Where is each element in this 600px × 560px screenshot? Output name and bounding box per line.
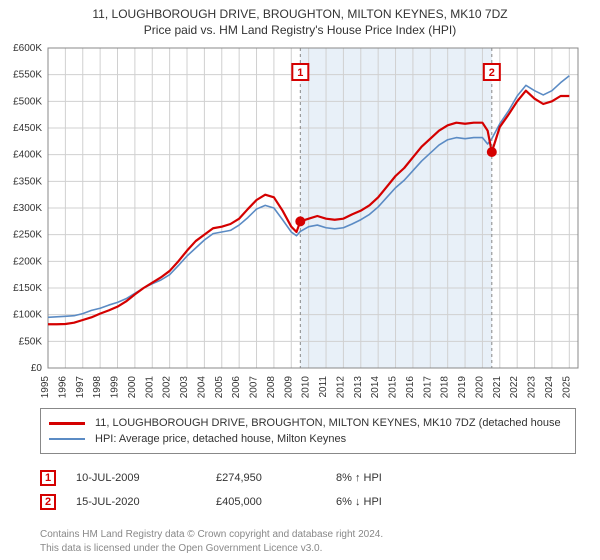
svg-text:£0: £0 (31, 363, 43, 374)
legend-row: HPI: Average price, detached house, Milt… (49, 431, 567, 447)
svg-text:2024: 2024 (544, 376, 555, 398)
chart-title: 11, LOUGHBOROUGH DRIVE, BROUGHTON, MILTO… (0, 0, 600, 38)
svg-text:£200K: £200K (13, 257, 42, 268)
svg-text:2002: 2002 (162, 376, 173, 398)
svg-text:2015: 2015 (388, 376, 399, 398)
svg-text:£600K: £600K (13, 43, 42, 54)
svg-text:£500K: £500K (13, 97, 42, 108)
svg-text:£450K: £450K (13, 123, 42, 134)
legend-row: 11, LOUGHBOROUGH DRIVE, BROUGHTON, MILTO… (49, 415, 567, 431)
svg-text:2003: 2003 (179, 376, 190, 398)
svg-text:2021: 2021 (492, 376, 503, 398)
sale-price: £405,000 (216, 496, 316, 508)
sale-row: 2 15-JUL-2020 £405,000 6% ↓ HPI (40, 490, 576, 514)
footer-line2: This data is licensed under the Open Gov… (40, 542, 576, 556)
svg-text:2: 2 (489, 67, 495, 79)
svg-text:2007: 2007 (249, 376, 260, 398)
line-chart-svg: £0 £50K £100K £150K £200K £250K £300K £350K £400… (0, 38, 600, 398)
svg-text:2018: 2018 (440, 376, 451, 398)
svg-text:2004: 2004 (196, 376, 207, 398)
svg-text:£50K: £50K (19, 337, 43, 348)
sale-marker: 2 (40, 494, 56, 510)
svg-text:2020: 2020 (474, 376, 485, 398)
svg-text:1: 1 (297, 67, 303, 79)
svg-text:2016: 2016 (405, 376, 416, 398)
svg-text:2013: 2013 (353, 376, 364, 398)
title-line2: Price paid vs. HM Land Registry's House … (0, 22, 600, 38)
legend-label: 11, LOUGHBOROUGH DRIVE, BROUGHTON, MILTO… (95, 417, 561, 429)
sale-delta: 6% ↓ HPI (336, 496, 382, 508)
svg-text:£350K: £350K (13, 177, 42, 188)
title-line1: 11, LOUGHBOROUGH DRIVE, BROUGHTON, MILTO… (0, 6, 600, 22)
legend-swatch (49, 438, 85, 440)
legend-label: HPI: Average price, detached house, Milt… (95, 433, 346, 445)
svg-text:2008: 2008 (266, 376, 277, 398)
svg-text:1995: 1995 (40, 376, 51, 398)
svg-text:2011: 2011 (318, 376, 329, 398)
svg-text:£300K: £300K (13, 203, 42, 214)
svg-text:2010: 2010 (301, 376, 312, 398)
svg-text:2014: 2014 (370, 376, 381, 398)
svg-text:2009: 2009 (283, 376, 294, 398)
svg-text:£150K: £150K (13, 283, 42, 294)
svg-text:1996: 1996 (57, 376, 68, 398)
svg-text:2019: 2019 (457, 376, 468, 398)
sale-date: 15-JUL-2020 (76, 496, 196, 508)
svg-text:2012: 2012 (335, 376, 346, 398)
svg-text:2022: 2022 (509, 376, 520, 398)
svg-text:£400K: £400K (13, 150, 42, 161)
sale-marker: 1 (40, 470, 56, 486)
footer-line1: Contains HM Land Registry data © Crown c… (40, 528, 576, 542)
svg-text:2025: 2025 (561, 376, 572, 398)
sale-date: 10-JUL-2009 (76, 472, 196, 484)
svg-text:£100K: £100K (13, 310, 42, 321)
svg-text:2023: 2023 (527, 376, 538, 398)
sale-row: 1 10-JUL-2009 £274,950 8% ↑ HPI (40, 466, 576, 490)
sale-delta: 8% ↑ HPI (336, 472, 382, 484)
legend-swatch (49, 422, 85, 425)
svg-text:2006: 2006 (231, 376, 242, 398)
sale-price: £274,950 (216, 472, 316, 484)
svg-text:2017: 2017 (422, 376, 433, 398)
sales-table: 1 10-JUL-2009 £274,950 8% ↑ HPI 2 15-JUL-2020… (40, 466, 576, 514)
svg-text:2001: 2001 (144, 376, 155, 398)
svg-text:1999: 1999 (110, 376, 121, 398)
svg-text:£550K: £550K (13, 70, 42, 81)
svg-text:2000: 2000 (127, 376, 138, 398)
svg-text:2005: 2005 (214, 376, 225, 398)
svg-text:£250K: £250K (13, 230, 42, 241)
chart-area: £0 £50K £100K £150K £200K £250K £300K £350K £400… (0, 38, 600, 398)
footer-attribution: Contains HM Land Registry data © Crown c… (40, 528, 576, 555)
svg-text:1998: 1998 (92, 376, 103, 398)
legend: 11, LOUGHBOROUGH DRIVE, BROUGHTON, MILTO… (40, 408, 576, 454)
svg-text:1997: 1997 (75, 376, 86, 398)
